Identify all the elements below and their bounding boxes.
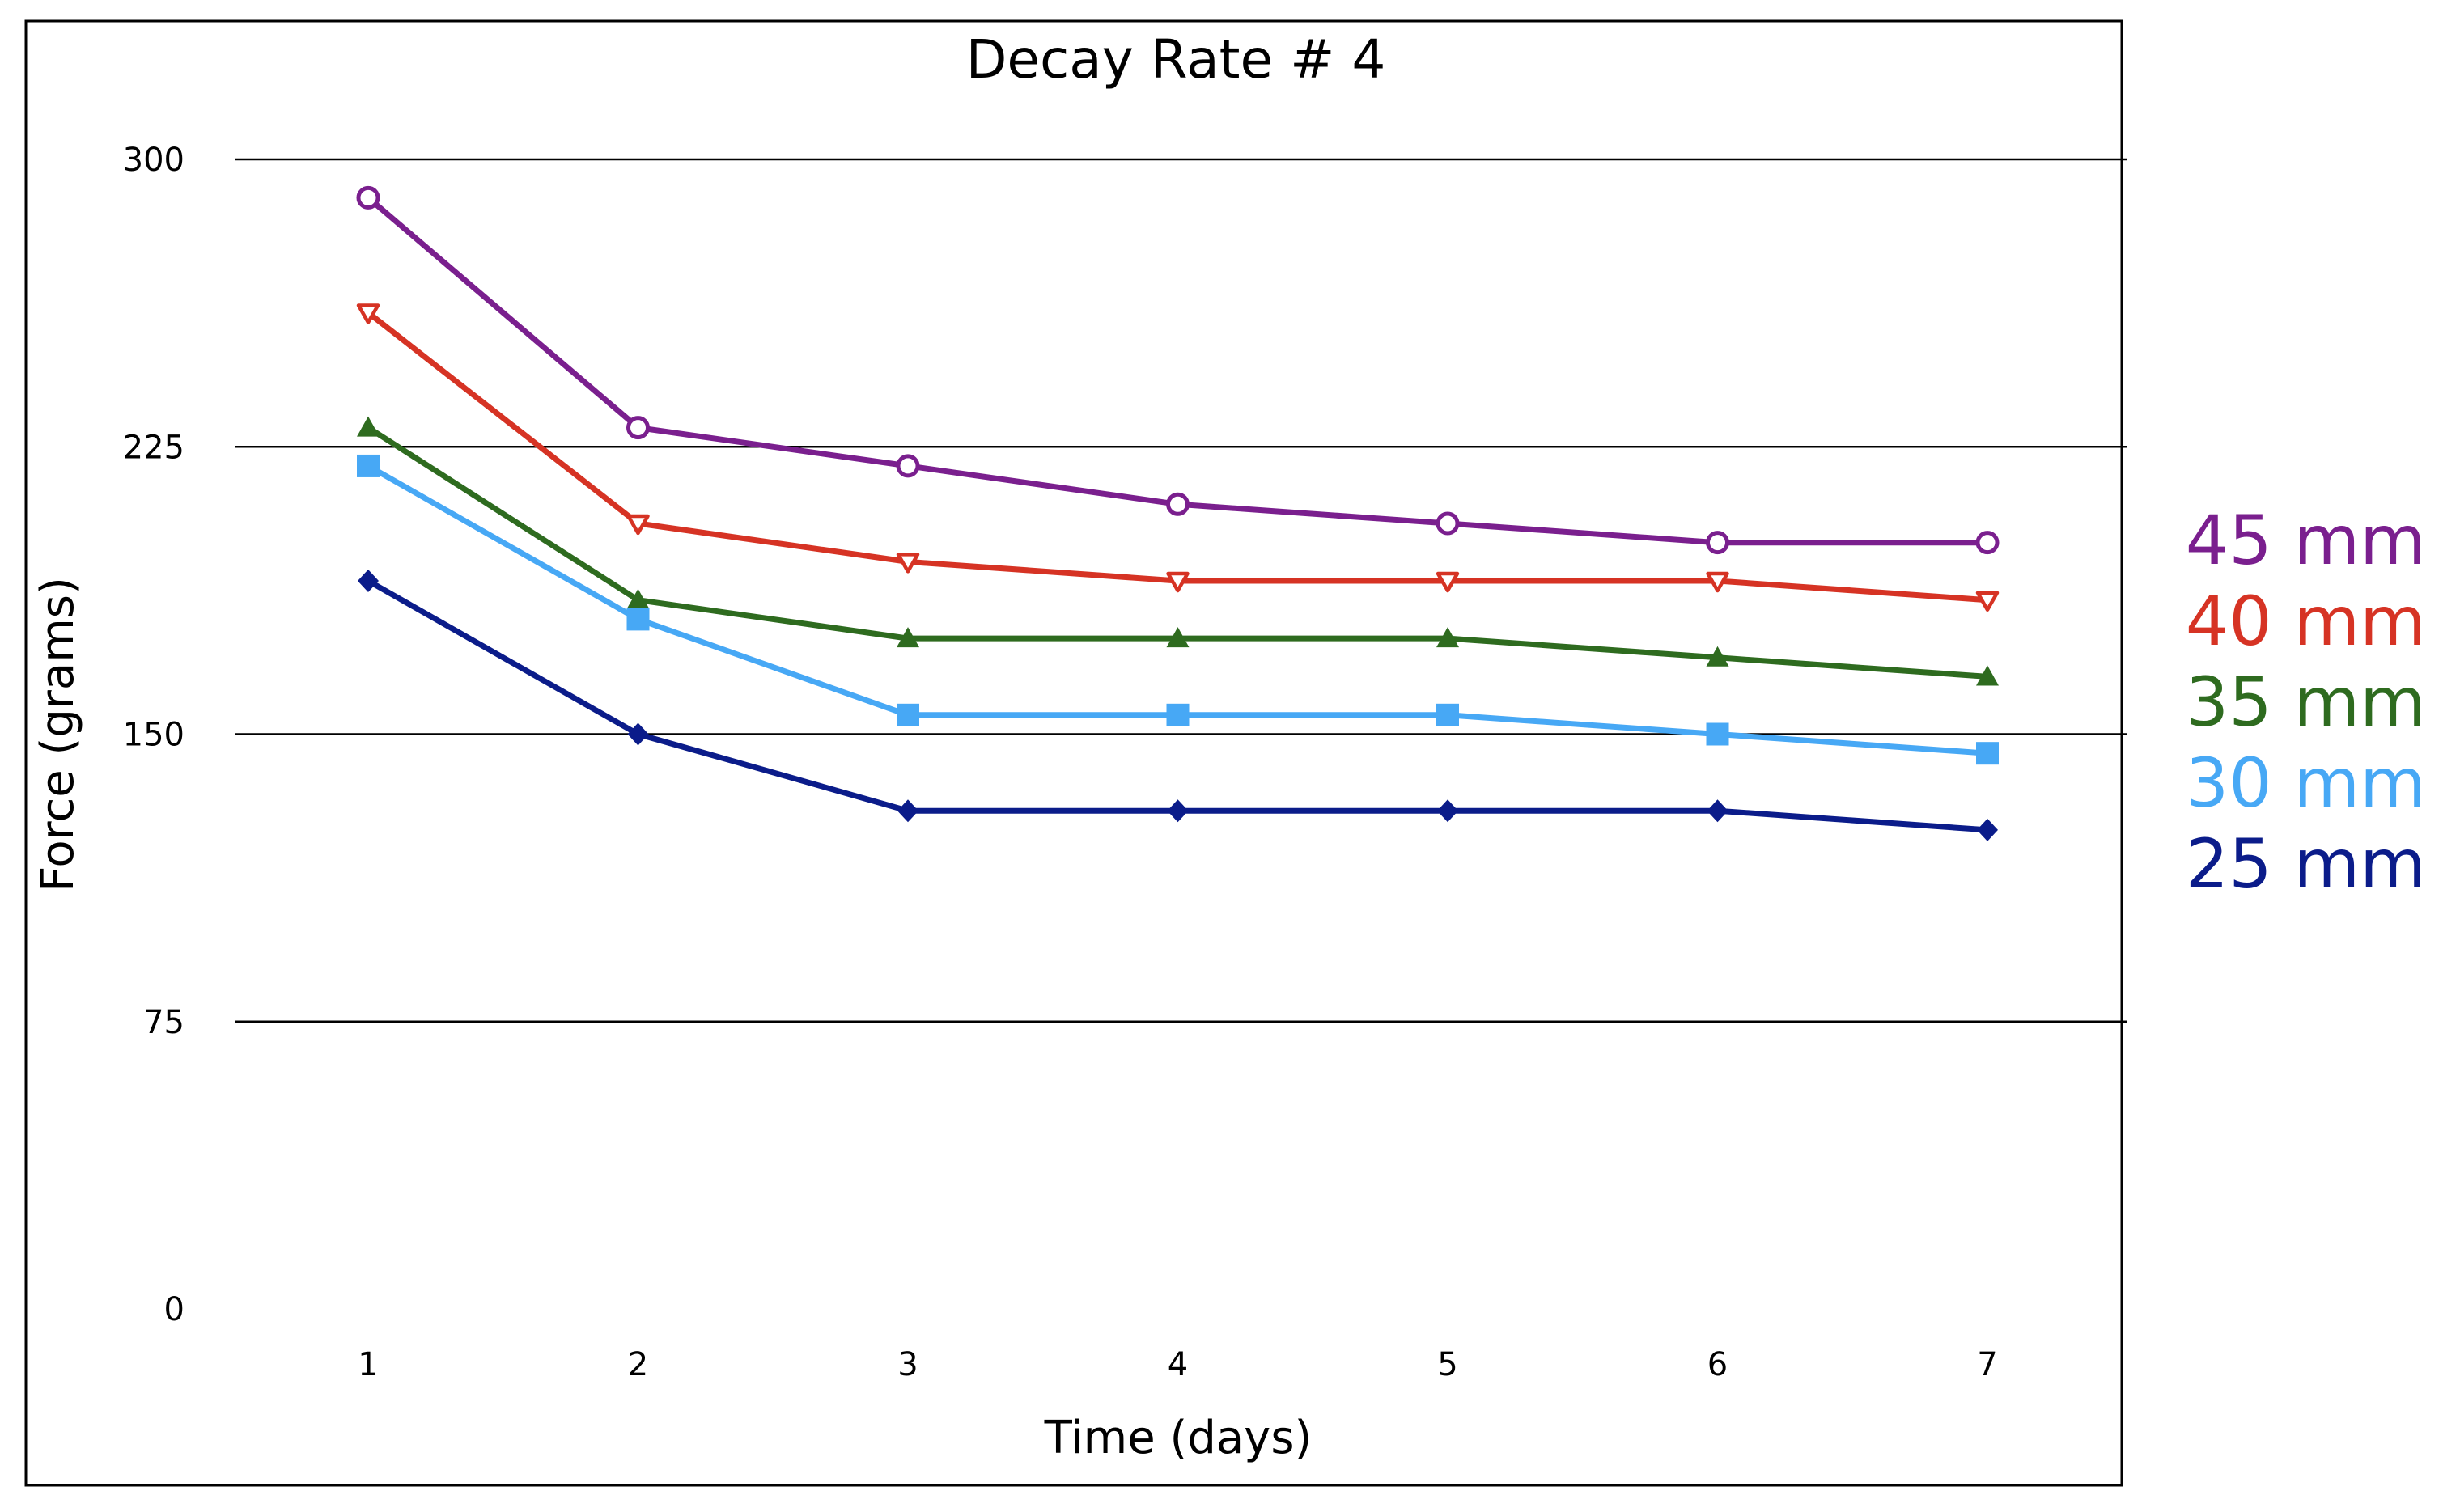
data-point-45-mm	[1706, 531, 1729, 555]
data-point-35-mm	[1976, 665, 1999, 686]
data-point-45-mm	[1166, 492, 1190, 516]
data-point-40-mm	[626, 514, 650, 536]
y-axis-label: Force (grams)	[32, 577, 84, 892]
data-point-30-mm	[1976, 742, 1999, 765]
data-point-40-mm	[356, 303, 380, 324]
data-point-45-mm	[1975, 531, 2000, 555]
y-tick-label: 225	[123, 429, 184, 466]
data-point-30-mm	[1166, 703, 1190, 726]
data-point-45-mm	[356, 185, 380, 210]
data-point-35-mm	[897, 627, 919, 648]
data-point-35-mm	[1166, 627, 1190, 648]
data-point-30-mm	[897, 703, 919, 726]
chart-frame	[24, 19, 2123, 1487]
x-tick-label: 5	[1437, 1346, 1457, 1383]
data-point-40-mm	[896, 553, 920, 574]
x-axis-label: Time (days)	[1044, 1412, 1313, 1464]
y-tick-label: 150	[123, 717, 184, 754]
series-group	[356, 185, 2000, 841]
data-point-25-mm	[1977, 818, 1998, 841]
y-tick-label: 0	[164, 1291, 184, 1328]
data-point-40-mm	[1436, 571, 1460, 593]
data-point-35-mm	[357, 416, 380, 437]
data-point-25-mm	[627, 722, 649, 746]
x-tick-label: 6	[1707, 1346, 1728, 1383]
legend-label-25-mm: 25 mm	[2186, 824, 2426, 904]
legend-label-40-mm: 40 mm	[2186, 582, 2426, 661]
data-point-40-mm	[1975, 591, 2000, 612]
legend-label-35-mm: 35 mm	[2186, 663, 2426, 742]
data-point-40-mm	[1166, 571, 1190, 593]
legend-label-30-mm: 30 mm	[2186, 743, 2426, 823]
data-point-35-mm	[1436, 627, 1459, 648]
data-point-25-mm	[897, 799, 918, 823]
data-point-40-mm	[1706, 571, 1729, 593]
data-point-45-mm	[626, 416, 650, 440]
x-tick-label: 1	[358, 1346, 378, 1383]
x-tick-label: 2	[628, 1346, 648, 1383]
data-point-30-mm	[626, 608, 650, 631]
x-tick-label: 7	[1977, 1346, 1997, 1383]
x-tick-label: 3	[897, 1346, 918, 1383]
x-axis-ticks: 1 2 3 4 5 6 7	[358, 1346, 1997, 1383]
data-point-25-mm	[1437, 799, 1458, 823]
data-point-45-mm	[1436, 511, 1460, 536]
y-tick-label: 300	[123, 142, 184, 179]
data-point-35-mm	[626, 588, 650, 609]
legend-label-45-mm: 45 mm	[2186, 501, 2426, 580]
data-point-30-mm	[1436, 703, 1459, 726]
data-point-35-mm	[1706, 646, 1729, 667]
y-tick-label: 75	[143, 1004, 184, 1041]
y-axis-ticks: 0 75 150 225 300	[123, 142, 184, 1328]
data-point-30-mm	[357, 454, 380, 477]
x-tick-label: 4	[1168, 1346, 1188, 1383]
chart-title: Decay Rate # 4	[966, 28, 1386, 91]
data-point-25-mm	[1167, 799, 1189, 823]
data-point-25-mm	[1707, 799, 1728, 823]
data-point-30-mm	[1706, 722, 1729, 746]
data-point-25-mm	[358, 570, 379, 593]
data-point-45-mm	[896, 454, 920, 478]
gridlines	[235, 158, 2127, 1023]
